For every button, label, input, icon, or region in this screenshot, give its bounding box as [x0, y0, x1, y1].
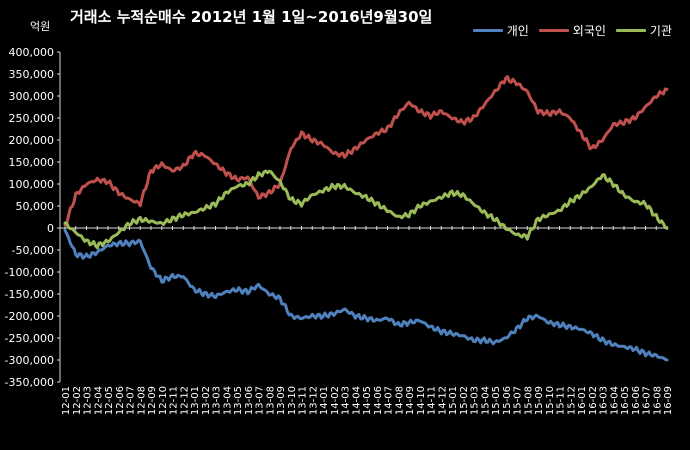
y-tick-label: 400,000: [9, 46, 55, 59]
y-tick-label: -350,000: [5, 376, 54, 389]
series-line-individual: [63, 228, 669, 362]
x-tick-label: 12-03: [83, 386, 94, 415]
legend-label-foreign: 외국인: [572, 24, 606, 38]
x-tick-label: 12-12: [179, 386, 190, 415]
x-tick-label: 15-10: [545, 386, 556, 415]
y-tick-label: -150,000: [5, 288, 54, 301]
y-tick-label: 0: [47, 222, 54, 235]
legend-label-individual: 개인: [506, 24, 529, 38]
x-tick-label: 15-09: [534, 386, 545, 415]
series-line-institution: [63, 169, 669, 250]
x-tick-label: 13-04: [222, 386, 233, 415]
x-tick-label: 14-01: [319, 386, 330, 415]
y-tick-label: 250,000: [9, 112, 55, 125]
legend: 개인 외국인 기관: [472, 22, 672, 39]
legend-item-institution: 기관: [615, 22, 672, 39]
x-tick-label: 16-06: [631, 386, 642, 415]
x-tick-label: 13-01: [190, 386, 201, 415]
x-tick-label: 16-08: [652, 386, 663, 415]
x-tick-label: 14-07: [384, 386, 395, 415]
y-tick-label: 50,000: [16, 200, 55, 213]
x-tick-label: 13-03: [212, 386, 223, 415]
x-tick-label: 15-04: [480, 386, 491, 415]
x-tick-label: 13-10: [287, 386, 298, 415]
x-tick-label: 16-01: [577, 386, 588, 415]
x-tick-label: 12-10: [158, 386, 169, 415]
legend-swatch-foreign: [538, 29, 569, 32]
x-tick-label: 14-11: [427, 386, 438, 415]
x-tick-label: 14-12: [437, 386, 448, 415]
x-tick-label: 15-06: [502, 386, 513, 415]
legend-swatch-individual: [472, 29, 503, 32]
legend-swatch-institution: [615, 29, 646, 32]
x-tick-label: 13-11: [298, 386, 309, 415]
x-tick-label: 15-07: [513, 386, 524, 415]
x-tick-label: 15-08: [523, 386, 534, 415]
x-tick-label: 16-07: [642, 386, 653, 415]
x-tick-label: 15-01: [448, 386, 459, 415]
x-tick-label: 15-02: [459, 386, 470, 415]
x-tick-label: 14-04: [351, 386, 362, 415]
x-tick-label: 12-04: [93, 386, 104, 415]
y-tick-label: 300,000: [9, 90, 55, 103]
x-tick-label: 14-03: [341, 386, 352, 415]
x-tick-label: 16-03: [599, 386, 610, 415]
y-tick-label: 200,000: [9, 134, 55, 147]
x-tick-label: 13-09: [276, 386, 287, 415]
x-tick-label: 16-04: [609, 386, 620, 415]
x-tick-label: 14-06: [373, 386, 384, 415]
x-tick-label: 15-03: [470, 386, 481, 415]
y-tick-label: -300,000: [5, 354, 54, 367]
x-tick-label: 16-09: [663, 386, 674, 415]
unit-label: 억원: [30, 20, 51, 33]
series-line-foreign: [63, 75, 669, 227]
x-tick-label: 12-11: [169, 386, 180, 415]
x-tick-label: 14-10: [416, 386, 427, 415]
x-tick-label: 13-02: [201, 386, 212, 415]
x-tick-label: 16-05: [620, 386, 631, 415]
x-tick-label: 15-05: [491, 386, 502, 415]
legend-item-foreign: 외국인: [538, 22, 606, 39]
y-tick-label: -100,000: [5, 266, 54, 279]
legend-item-individual: 개인: [472, 22, 529, 39]
x-tick-label: 13-07: [255, 386, 266, 415]
y-tick-label: 100,000: [9, 178, 55, 191]
y-tick-label: -50,000: [12, 244, 54, 257]
x-tick-label: 13-05: [233, 386, 244, 415]
x-tick-label: 13-08: [265, 386, 276, 415]
legend-label-institution: 기관: [649, 24, 672, 38]
x-tick-label: 14-02: [330, 386, 341, 415]
x-tick-label: 13-06: [244, 386, 255, 415]
y-tick-label: 150,000: [9, 156, 55, 169]
x-tick-label: 12-09: [147, 386, 158, 415]
x-tick-label: 15-11: [556, 386, 567, 415]
y-tick-label: -200,000: [5, 310, 54, 323]
x-tick-label: 13-12: [308, 386, 319, 415]
y-tick-label: 350,000: [9, 68, 55, 81]
x-tick-label: 12-06: [115, 386, 126, 415]
x-tick-label: 16-02: [588, 386, 599, 415]
x-tick-label: 14-08: [394, 386, 405, 415]
x-tick-label: 15-12: [566, 386, 577, 415]
chart-title: 거래소 누적순매수 2012년 1월 1일~2016년9월30일: [70, 8, 433, 26]
x-tick-label: 12-02: [72, 386, 83, 415]
x-tick-label: 12-05: [104, 386, 115, 415]
x-tick-label: 14-09: [405, 386, 416, 415]
x-tick-label: 12-07: [126, 386, 137, 415]
x-tick-label: 12-01: [61, 386, 72, 415]
y-tick-label: -250,000: [5, 332, 54, 345]
x-tick-label: 14-05: [362, 386, 373, 415]
x-tick-label: 12-08: [136, 386, 147, 415]
